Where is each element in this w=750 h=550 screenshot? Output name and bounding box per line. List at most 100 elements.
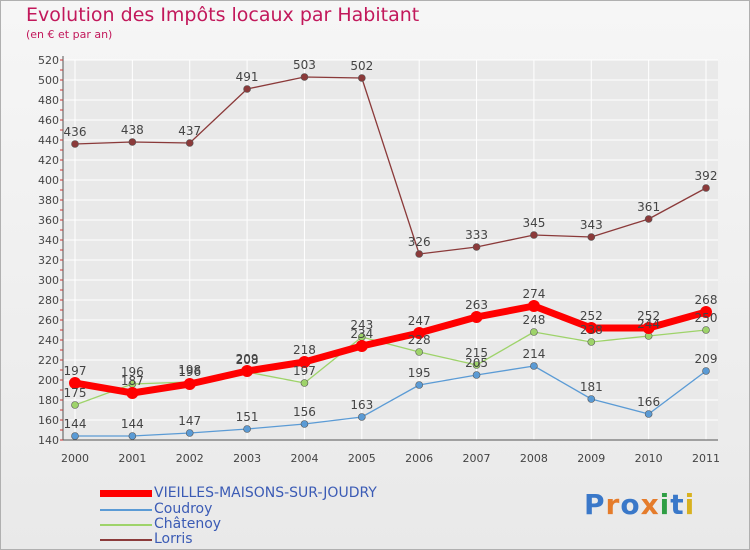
chart-title: Evolution des Impôts locaux par Habitant: [26, 4, 420, 26]
y-tick-label: 160: [38, 414, 59, 427]
data-point: [69, 377, 81, 389]
logo-letter: o: [620, 488, 641, 521]
data-point: [587, 395, 596, 403]
data-label: 263: [465, 298, 488, 312]
y-tick-label: 220: [38, 354, 59, 367]
data-label: 343: [580, 218, 603, 232]
y-tick-label: 460: [38, 114, 59, 127]
legend-label-vieilles-maisons: VIEILLES-MAISONS-SUR-JOUDRY: [154, 485, 377, 501]
data-point: [128, 432, 137, 440]
data-label: 151: [236, 410, 259, 424]
legend-item-lorris: Lorris: [100, 531, 300, 547]
data-point: [587, 338, 596, 346]
data-point: [644, 215, 653, 223]
data-point: [300, 73, 309, 81]
data-point: [415, 250, 423, 258]
data-point: [128, 138, 137, 146]
chart-subtitle: (en € et par an): [26, 28, 113, 41]
data-point: [185, 139, 194, 147]
x-tick-label: 2005: [348, 452, 376, 465]
data-point: [358, 74, 366, 82]
legend-label-coudroy: Coudroy: [154, 501, 213, 517]
data-label: 274: [522, 287, 545, 301]
data-point: [185, 429, 194, 437]
x-tick-label: 2004: [290, 452, 318, 465]
data-label: 205: [465, 356, 488, 370]
data-label: 144: [64, 417, 87, 431]
data-point: [585, 322, 598, 334]
data-label: 208: [236, 353, 259, 367]
data-label: 209: [236, 352, 259, 366]
y-tick-label: 400: [38, 174, 59, 187]
data-point: [530, 231, 538, 239]
data-label: 218: [293, 343, 316, 357]
logo-letter: i: [684, 488, 696, 521]
data-point: [183, 378, 196, 390]
y-tick-label: 500: [38, 74, 59, 87]
data-label: 215: [465, 346, 488, 360]
legend-item-chatenoy: Châtenoy: [100, 516, 300, 532]
data-point: [241, 365, 254, 377]
data-label: 345: [522, 216, 545, 230]
y-tick-label: 380: [38, 194, 59, 207]
data-point: [358, 413, 366, 421]
x-tick-label: 2000: [61, 452, 89, 465]
data-point: [642, 322, 655, 334]
data-point: [71, 432, 79, 440]
data-label: 252: [580, 309, 603, 323]
data-label: 144: [121, 417, 144, 431]
data-label: 228: [408, 333, 431, 347]
y-tick-label: 240: [38, 334, 59, 347]
data-label: 502: [350, 59, 373, 73]
data-label: 243: [350, 318, 373, 332]
y-tick-label: 180: [38, 394, 59, 407]
plot-area: [63, 60, 718, 440]
x-tick-label: 2009: [577, 452, 605, 465]
data-label: 333: [465, 228, 488, 242]
data-point: [702, 367, 710, 375]
data-point: [472, 371, 481, 379]
y-tick-label: 360: [38, 214, 59, 227]
y-tick-label: 420: [38, 154, 59, 167]
logo-letter: x: [640, 488, 660, 521]
y-tick-label: 320: [38, 254, 59, 267]
legend-label-lorris: Lorris: [154, 531, 193, 547]
data-label: 503: [293, 58, 316, 72]
data-point: [300, 420, 309, 428]
data-point: [355, 340, 368, 352]
legend-item-vieilles-maisons: VIEILLES-MAISONS-SUR-JOUDRY: [100, 485, 420, 501]
data-label: 156: [293, 405, 316, 419]
x-tick-label: 2006: [405, 452, 433, 465]
y-tick-label: 340: [38, 234, 59, 247]
data-point: [413, 327, 426, 339]
data-point: [700, 306, 712, 318]
y-tick-label: 300: [38, 274, 59, 287]
y-tick-label: 280: [38, 294, 59, 307]
data-label: 196: [178, 365, 201, 379]
data-label: 175: [64, 386, 87, 400]
legend-swatch-coudroy: [100, 509, 152, 511]
legend-swatch-lorris: [100, 539, 152, 541]
x-tick-label: 2003: [233, 452, 261, 465]
data-label: 252: [637, 309, 660, 323]
data-point: [415, 381, 423, 389]
data-label: 491: [236, 70, 259, 84]
data-point: [472, 361, 481, 369]
logo-letter: r: [605, 488, 621, 521]
data-point: [530, 328, 538, 336]
data-label: 438: [121, 123, 144, 137]
series-line: [74, 76, 707, 255]
data-point: [126, 387, 139, 399]
y-tick-label: 520: [38, 54, 59, 67]
x-tick-label: 2011: [692, 452, 720, 465]
legend-swatch-vieilles-maisons: [100, 490, 152, 497]
data-label: 181: [580, 380, 603, 394]
data-label: 436: [64, 125, 87, 139]
data-label: 247: [408, 314, 431, 328]
data-label: 147: [178, 414, 201, 428]
data-label: 248: [522, 313, 545, 327]
y-tick-label: 480: [38, 94, 59, 107]
x-tick-label: 2007: [463, 452, 491, 465]
data-label: 392: [695, 169, 718, 183]
x-tick-label: 2010: [635, 452, 663, 465]
